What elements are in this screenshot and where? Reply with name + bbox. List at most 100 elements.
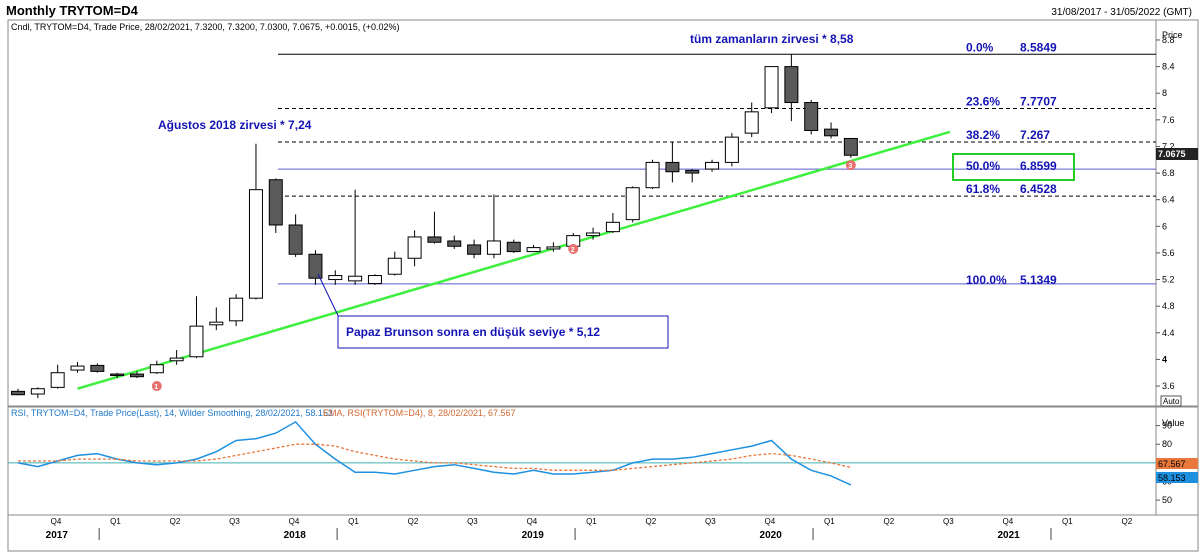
fib-50-highlight	[952, 153, 1075, 181]
candle-body	[110, 373, 125, 377]
touch-marker-label: 1	[154, 384, 158, 391]
aug2018-annotation: Ağustos 2018 zirvesi * 7,24	[158, 118, 312, 132]
touch-marker	[845, 160, 856, 171]
candles	[11, 54, 858, 399]
price-legend: Cndl, TRYTOM=D4, Trade Price, 28/02/2021…	[11, 22, 400, 32]
candle-body	[407, 236, 422, 259]
trend-line	[77, 130, 951, 390]
fib-label: 50.0%	[966, 159, 1000, 173]
chart-title: Monthly TRYTOM=D4	[6, 3, 138, 18]
year-label: 2021	[998, 530, 1021, 541]
candle-body	[605, 221, 620, 233]
ema-value-box	[1156, 458, 1198, 469]
fib-label: 100.0%	[966, 273, 1007, 287]
candle-body	[308, 253, 323, 279]
quarter-label: Q2	[646, 517, 657, 526]
price-tick-label: 8.4	[1162, 62, 1175, 72]
quarter-label: Q3	[943, 517, 954, 526]
candle-body	[665, 161, 680, 173]
time-axis: Q4 Q1 Q2 Q3 Q4 Q1 Q2 Q3 Q4 Q1 Q2 Q3 Q4 Q1 Q2 Q3 Q4 Q1 Q2 20…	[46, 517, 1133, 541]
quarter-label: Q2	[1121, 517, 1132, 526]
quarter-label: Q2	[884, 517, 895, 526]
candle-body	[586, 232, 601, 237]
year-label: 2019	[522, 530, 545, 541]
quarter-label: Q4	[1003, 517, 1014, 526]
touch-marker-label: 2	[571, 247, 575, 254]
candle-body	[824, 128, 839, 137]
price-axis: 3.6 4 4.4 4.8 5.2 5.6 6 6.4 6.8 7.2 7.6 8 8.4 8.8	[1156, 35, 1175, 391]
candle-body	[268, 179, 283, 226]
candle-body	[685, 169, 700, 174]
date-range: 31/08/2017 - 31/05/2022 (GMT)	[1051, 7, 1192, 18]
candle-body	[645, 161, 660, 189]
candle-body	[169, 357, 184, 362]
price-tick-label: 4	[1162, 354, 1167, 364]
candle-body	[189, 325, 204, 358]
price-tick-label: 7.2	[1162, 141, 1175, 151]
touch-markers: 1 2 3	[151, 160, 856, 392]
quarter-label: Q4	[289, 517, 300, 526]
fib-label: 61.8%	[966, 182, 1000, 196]
candle-body	[90, 364, 105, 372]
price-tick-label: 6.8	[1162, 168, 1175, 178]
year-label: 2018	[284, 530, 307, 541]
quarter-label: Q1	[348, 517, 359, 526]
auto-scale-button[interactable]	[1160, 395, 1182, 407]
candle-body	[804, 102, 819, 131]
quarter-label: Q1	[110, 517, 121, 526]
rsi-lines	[8, 420, 1156, 486]
candle-body	[30, 388, 45, 395]
candle-body	[764, 66, 779, 109]
price-tick-label: 3.6	[1162, 381, 1175, 391]
candle-body	[546, 246, 561, 250]
quarter-label: Q3	[705, 517, 716, 526]
touch-marker-label: 3	[848, 163, 852, 170]
rsi-tick-label: 80	[1162, 439, 1172, 449]
candle-body	[248, 189, 263, 299]
fib-value: 5.1349	[1020, 273, 1057, 287]
quarter-label: Q2	[408, 517, 419, 526]
fib-label: 38.2%	[966, 128, 1000, 142]
quarter-label: Q1	[586, 517, 597, 526]
fib-value: 6.4528	[1020, 182, 1057, 196]
rsi-tick-label: 90	[1162, 421, 1172, 431]
trend-line-segment	[77, 130, 951, 390]
candle-body	[526, 247, 541, 253]
quarter-label: Q4	[765, 517, 776, 526]
year-label: 2020	[760, 530, 783, 541]
year-label: 2017	[46, 530, 69, 541]
price-tick-label: 4.4	[1162, 328, 1175, 338]
price-axis-title: Price	[1162, 30, 1183, 40]
ath-annotation: tüm zamanların zirvesi * 8,58	[690, 32, 854, 46]
fib-label: 23.6%	[966, 94, 1000, 108]
price-tick-label: 6.4	[1162, 195, 1175, 205]
ema-last-value: 67.567	[1158, 459, 1186, 469]
candle-body	[467, 244, 482, 255]
fib-value: 7.7707	[1020, 94, 1057, 108]
rsi-axis-title: Value	[1162, 418, 1184, 428]
quarter-label: Q3	[229, 517, 240, 526]
quarter-label: Q4	[51, 517, 62, 526]
last-price-box	[1156, 148, 1198, 160]
candle-body	[229, 297, 244, 322]
candle-body	[447, 240, 462, 247]
rsi-series-line	[17, 420, 852, 486]
quarter-label: Q3	[467, 517, 478, 526]
candle-body	[486, 240, 501, 255]
candle-body	[70, 365, 85, 371]
rsi-value-box	[1156, 472, 1198, 483]
touch-marker	[151, 381, 162, 392]
candle-body	[784, 66, 799, 104]
brunson-annotation: Papaz Brunson sonra en düşük seviye * 5,…	[346, 325, 600, 339]
price-tick-label: 8	[1162, 88, 1167, 98]
touch-marker	[568, 243, 579, 254]
rsi-legend: RSI, TRYTOM=D4, Trade Price(Last), 14, W…	[11, 408, 333, 418]
price-tick-label: 7.6	[1162, 115, 1175, 125]
quarter-label: Q1	[1062, 517, 1073, 526]
quarter-label: Q2	[170, 517, 181, 526]
candle-body	[209, 321, 224, 326]
candle-body	[724, 136, 739, 163]
quarter-label: Q1	[824, 517, 835, 526]
auto-scale-label[interactable]: Auto	[1163, 397, 1180, 406]
